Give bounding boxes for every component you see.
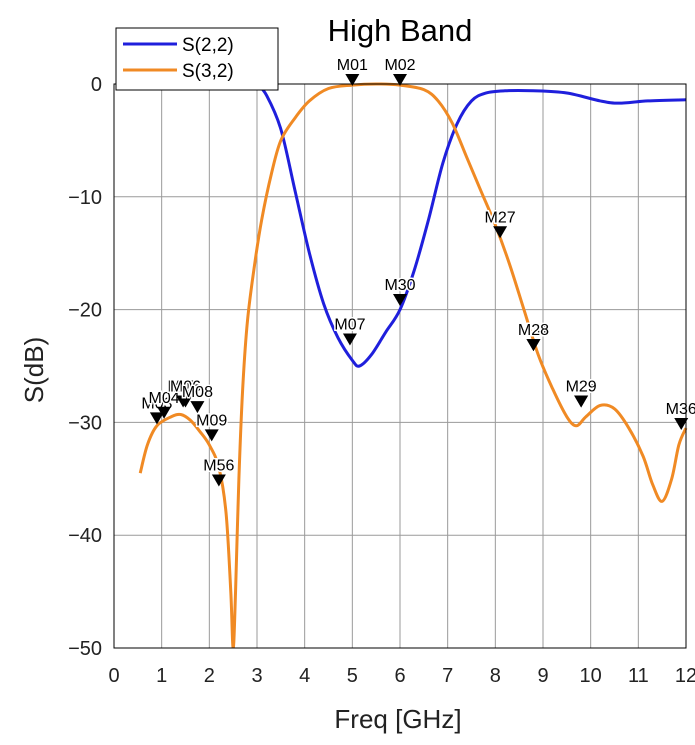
marker-label: M56 — [203, 457, 234, 474]
x-tick-label: 5 — [347, 665, 358, 687]
marker-label: M30 — [384, 277, 415, 294]
y-tick-label: −20 — [68, 300, 102, 322]
y-tick-label: −50 — [68, 638, 102, 660]
x-tick-label: 8 — [490, 665, 501, 687]
marker-label: M31 — [518, 322, 549, 339]
x-tick-label: 6 — [394, 665, 405, 687]
marker-label: M25 — [566, 378, 597, 395]
marker-triangle — [157, 406, 172, 419]
marker-triangle — [526, 339, 541, 352]
series-clip-group — [138, 82, 688, 648]
marker-triangle — [674, 418, 689, 431]
x-tick-label: 0 — [108, 665, 119, 687]
x-tick-label: 10 — [580, 665, 602, 687]
marker-label: M01 — [337, 57, 368, 74]
series-line-0 — [255, 82, 687, 368]
marker-triangle — [493, 226, 508, 239]
tick-label-layer: 0 1 2 3 4 5 6 7 8 9 10 11 120−10−20−30−40−50 — [68, 74, 695, 687]
marker-label: M28 — [518, 322, 549, 339]
x-tick-label: 12 — [675, 665, 695, 687]
legend-label-s32: S(3,2) — [182, 61, 234, 82]
marker-label: M04 — [148, 390, 179, 407]
plot-frame — [113, 83, 687, 649]
x-tick-label: 4 — [299, 665, 310, 687]
marker-label: M27 — [485, 209, 516, 226]
series-layer — [138, 82, 688, 648]
x-tick-label: 11 — [628, 665, 649, 687]
marker-triangle — [178, 395, 193, 408]
marker-triangle — [345, 74, 360, 86]
marker-triangle — [190, 401, 205, 414]
marker-label: M08 — [182, 384, 213, 401]
x-tick-label: 2 — [204, 665, 215, 687]
marker-label: M05 — [168, 378, 199, 395]
chart-title: High Band — [328, 13, 473, 48]
marker-triangle — [211, 474, 226, 487]
y-axis-label: S(dB) — [19, 337, 49, 403]
marker-label: M06 — [170, 378, 201, 395]
y-tick-label: 0 — [91, 74, 102, 96]
marker-label: M02 — [384, 57, 415, 74]
marker-label: M09 — [196, 412, 227, 429]
x-tick-label: 7 — [442, 665, 453, 687]
marker-triangle — [574, 395, 589, 408]
legend-label-s22: S(2,2) — [182, 35, 234, 56]
y-tick-label: −10 — [68, 187, 102, 209]
x-tick-label: 3 — [251, 665, 262, 687]
y-tick-label: −30 — [68, 412, 102, 434]
marker-label: M36 — [666, 401, 695, 418]
x-axis-label: Freq [GHz] — [334, 704, 461, 734]
marker-triangle — [393, 293, 407, 306]
x-tick-label: 1 — [156, 665, 167, 687]
marker-triangle — [149, 412, 164, 425]
legend: S(2,2) S(3,2) — [115, 27, 279, 91]
marker-label: M07 — [334, 316, 365, 333]
y-tick-label: −40 — [68, 525, 102, 547]
marker-label: M29 — [566, 378, 597, 395]
grid-layer — [114, 84, 686, 648]
x-tick-label: 9 — [537, 665, 548, 687]
series-line-1 — [138, 82, 688, 648]
marker-triangle — [204, 429, 219, 442]
legend-box — [115, 27, 279, 91]
marker-triangle — [342, 333, 357, 346]
marker-triangle — [393, 74, 407, 86]
